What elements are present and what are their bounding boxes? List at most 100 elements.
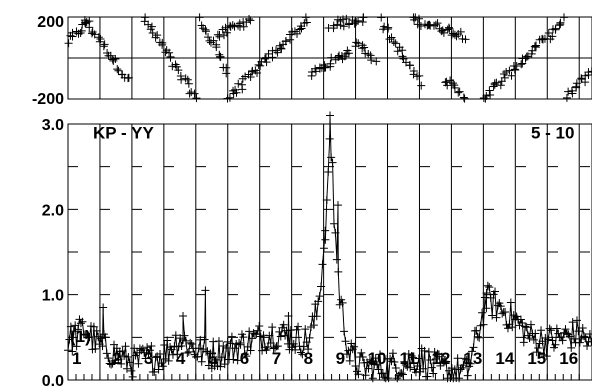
phase-point [530, 42, 539, 51]
phase-point [302, 18, 311, 27]
amplitude-point [583, 342, 592, 351]
amplitude-point [334, 267, 343, 276]
phase-point [564, 87, 573, 96]
amplitude-point [284, 312, 293, 320]
phase-point [415, 14, 424, 23]
amplitude-point [91, 344, 100, 353]
amplitude-point [361, 371, 370, 380]
phase-point [338, 15, 347, 24]
amplitude-point [206, 349, 215, 358]
amplitude-point [201, 286, 210, 295]
phase-point [490, 79, 499, 88]
amplitude-point [519, 338, 528, 347]
amplitude-point [337, 295, 346, 304]
phase-point [485, 86, 494, 95]
phase-point [377, 13, 386, 22]
amplitude-point [245, 327, 254, 336]
phase-point [345, 20, 354, 29]
phase-point [367, 56, 376, 65]
amplitude-point [371, 354, 380, 363]
phase-point [450, 83, 459, 92]
amplitude-point [229, 355, 238, 364]
amplitude-point [289, 339, 298, 348]
phase-point [174, 66, 183, 75]
phase-point [222, 69, 231, 78]
phase-point [444, 23, 453, 32]
amplitude-point [483, 281, 492, 290]
phase-point [246, 16, 255, 25]
amplitude-point [568, 318, 577, 327]
phase-point [482, 92, 491, 101]
amplitude-point [427, 363, 436, 372]
amplitude-point [301, 325, 310, 334]
phase-point [443, 25, 452, 34]
phase-point [113, 65, 122, 74]
phase-point [293, 29, 302, 38]
amplitude-point [253, 326, 262, 335]
phase-point [215, 50, 224, 59]
phase-point [166, 53, 175, 62]
channel-label: 2 [112, 349, 121, 368]
amplitude-point [373, 360, 382, 369]
phase-point [512, 62, 521, 71]
channel-label: 1 [72, 349, 81, 368]
amplitude-point [121, 342, 130, 351]
amplitude-point [151, 353, 160, 362]
phase-point [68, 28, 77, 37]
amplitude-point [397, 369, 406, 378]
phase-point [584, 68, 592, 77]
amplitude-point [265, 331, 274, 340]
amplitude-point [462, 355, 471, 364]
phase-point [329, 24, 338, 33]
amplitude-point [350, 342, 359, 351]
amplitude-point [384, 374, 393, 383]
phase-point [144, 20, 153, 29]
amplitude-point [496, 302, 505, 311]
amplitude-point [545, 324, 554, 333]
amplitude-point [154, 365, 163, 374]
phase-point [260, 54, 269, 63]
amplitude-point [522, 323, 531, 332]
channel-label: 8 [304, 349, 313, 368]
amplitude-point [187, 339, 196, 348]
amplitude-point [150, 367, 159, 376]
amplitude-point [521, 322, 530, 331]
phase-point [517, 60, 526, 69]
amplitude-point [220, 360, 229, 369]
amplitude-point [437, 352, 446, 361]
phase-point [502, 67, 511, 76]
phase-point [151, 33, 160, 42]
phase-point [184, 79, 193, 88]
amplitude-point [426, 355, 435, 364]
phase-point [204, 33, 213, 42]
amplitude-point [266, 339, 275, 348]
channel-label: 11 [400, 349, 418, 368]
amplitude-point [230, 344, 239, 353]
phase-point [459, 93, 468, 102]
phase-point [568, 89, 577, 98]
amplitude-point [333, 201, 342, 210]
phase-point [212, 43, 221, 52]
amplitude-point [501, 308, 510, 317]
amplitude-point [429, 369, 438, 378]
channel-label: 16 [559, 349, 578, 368]
phase-point [416, 22, 425, 31]
channel-label: 3 [144, 349, 153, 368]
phase-point [239, 22, 248, 31]
phase-point [168, 62, 177, 71]
amplitude-point [65, 335, 74, 344]
amplitude-points [64, 111, 592, 383]
phase-point [245, 14, 254, 23]
phase-point [99, 42, 108, 51]
amplitude-point [104, 354, 113, 363]
amplitude-point [442, 357, 451, 366]
amplitude-point [226, 339, 235, 348]
phase-point [336, 21, 345, 30]
amplitude-point [368, 374, 377, 383]
amplitude-point [466, 359, 475, 368]
phase-point [385, 35, 394, 44]
phase-point [445, 24, 454, 33]
amplitude-point [317, 282, 326, 291]
amplitude-point [525, 334, 534, 343]
amplitude-point [200, 335, 209, 344]
